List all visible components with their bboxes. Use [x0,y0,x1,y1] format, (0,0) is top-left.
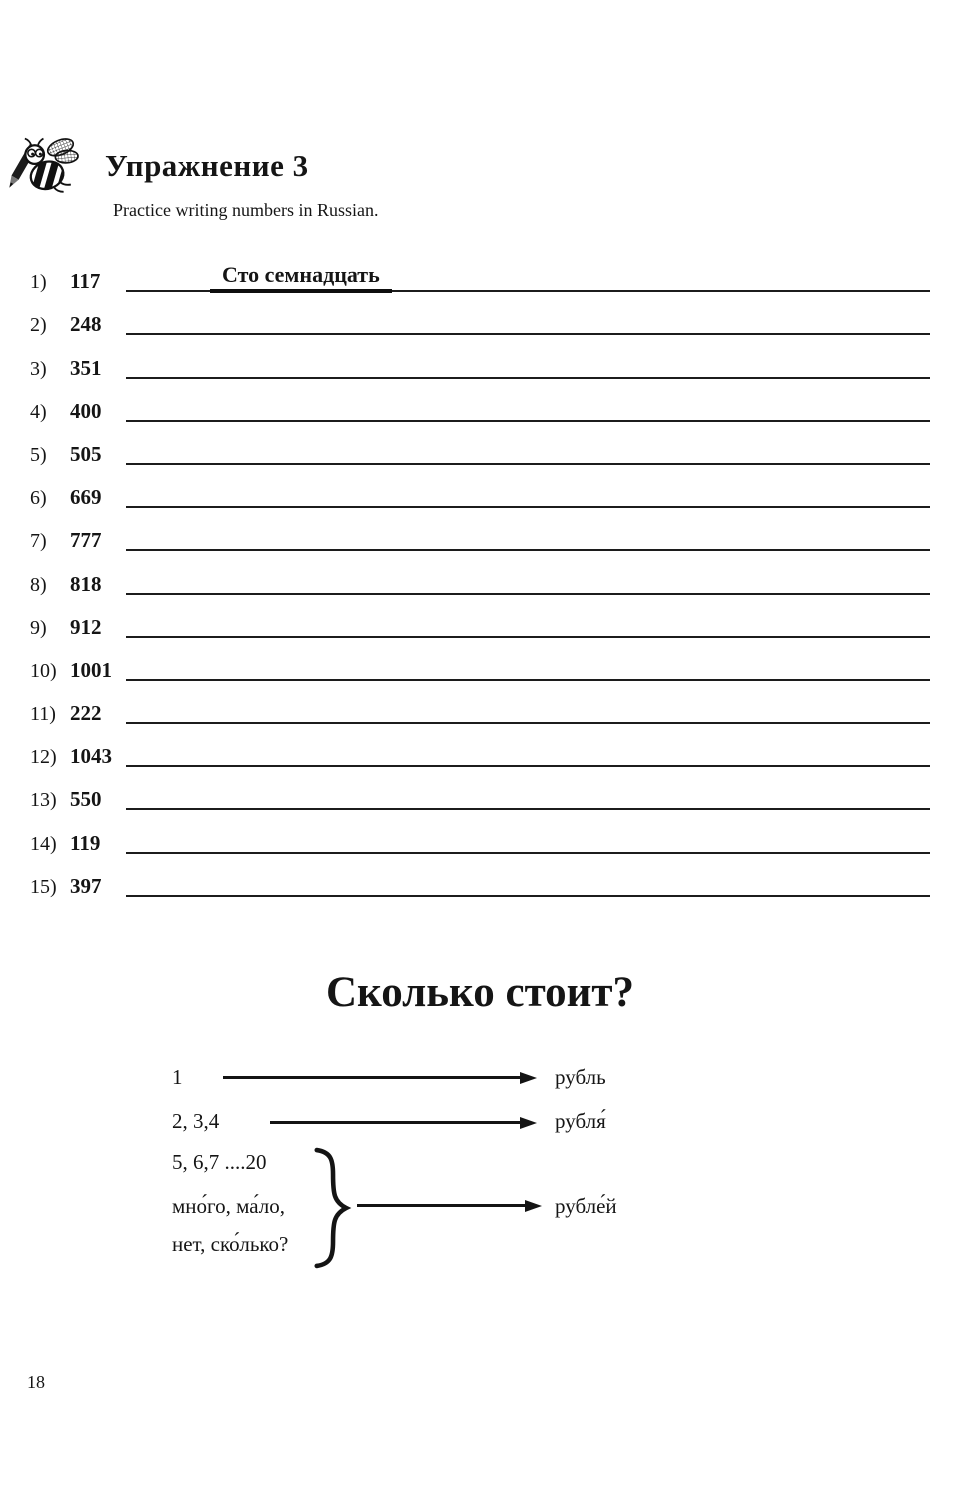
item-label: 11) [30,703,56,726]
exercise-row: 7) 777 [30,508,930,553]
price-section-title: Сколько стоит? [325,969,635,1016]
item-label: 2) [30,314,47,337]
arrow-right-icon [223,1071,537,1084]
item-label: 10) [30,659,57,682]
answer-line: Сто семнадцать [126,250,930,294]
answer-line [126,466,930,509]
item-label: 6) [30,487,47,510]
answer-line [126,639,930,681]
item-number: 912 [70,614,102,639]
exercise-row: 13) 550 [30,767,930,812]
page-number: 18 [27,1372,45,1392]
answer-line [126,768,930,811]
exercise-list: 1) 117 Сто семнадцать 2) 248 3) 351 4) 4… [30,249,930,898]
item-number: 1043 [70,744,112,769]
price-right-label: рубле́й [555,1194,617,1218]
answer-text: Сто семнадцать [210,262,392,294]
item-label: 14) [30,832,57,855]
exercise-row: 1) 117 Сто семнадцать [30,249,930,294]
item-label: 9) [30,616,47,639]
exercise-row: 6) 669 [30,465,930,510]
item-number: 1001 [70,657,112,682]
answer-line [126,553,930,595]
answer-line [126,596,930,638]
exercise-row: 11) 222 [30,681,930,726]
item-number: 397 [70,873,102,898]
item-label: 12) [30,746,57,769]
item-label: 1) [30,271,47,294]
exercise-row: 4) 400 [30,379,930,423]
exercise-row: 10) 1001 [30,638,930,682]
item-number: 669 [70,485,102,510]
exercise-row: 9) 912 [30,595,930,639]
item-number: 777 [70,528,102,553]
answer-line [126,855,930,897]
answer-line [126,337,930,379]
answer-line [126,812,930,854]
item-number: 117 [70,269,101,294]
item-label: 5) [30,443,47,466]
answer-line [126,380,930,422]
item-number: 248 [70,312,102,337]
answer-line [126,293,930,336]
item-label: 7) [30,530,47,553]
item-label: 8) [30,573,47,596]
price-diagram: 1 рубль 2, 3,4 рубля́ 5, 6,7 ....20 мно́… [170,1062,810,1302]
exercise-row: 8) 818 [30,551,930,596]
exercise-row: 3) 351 [30,335,930,380]
item-label: 15) [30,875,57,898]
answer-line [126,423,930,465]
price-right-label: рубля́ [555,1109,606,1133]
bee-pencil-icon [8,136,82,198]
item-number: 351 [70,355,102,380]
arrow-right-icon [357,1199,542,1212]
item-number: 550 [70,787,102,812]
item-label: 4) [30,400,47,423]
exercise-title: Упражнение 3 [105,148,309,183]
item-number: 119 [70,830,101,855]
price-left-label: 1 [172,1065,183,1089]
exercise-subtitle: Practice writing numbers in Russian. [113,200,379,220]
item-label: 13) [30,789,57,812]
answer-line [126,509,930,552]
price-left-label: нет, ско́лько? [172,1232,289,1256]
exercise-row: 14) 119 [30,810,930,855]
exercise-row: 12) 1043 [30,724,930,769]
arrow-right-icon [270,1116,537,1129]
price-left-label: 2, 3,4 [172,1109,220,1133]
exercise-row: 15) 397 [30,854,930,898]
price-right-label: рубль [555,1065,606,1089]
item-label: 3) [30,357,47,380]
item-number: 400 [70,398,102,423]
exercise-row: 2) 248 [30,292,930,337]
item-number: 818 [70,571,102,596]
answer-line [126,725,930,768]
price-left-label: мно́го, ма́ло, [172,1194,285,1218]
item-number: 505 [70,441,102,466]
answer-line [126,682,930,725]
price-left-label: 5, 6,7 ....20 [172,1150,267,1174]
exercise-row: 5) 505 [30,422,930,466]
item-number: 222 [70,701,102,726]
curly-brace-icon [310,1146,352,1276]
